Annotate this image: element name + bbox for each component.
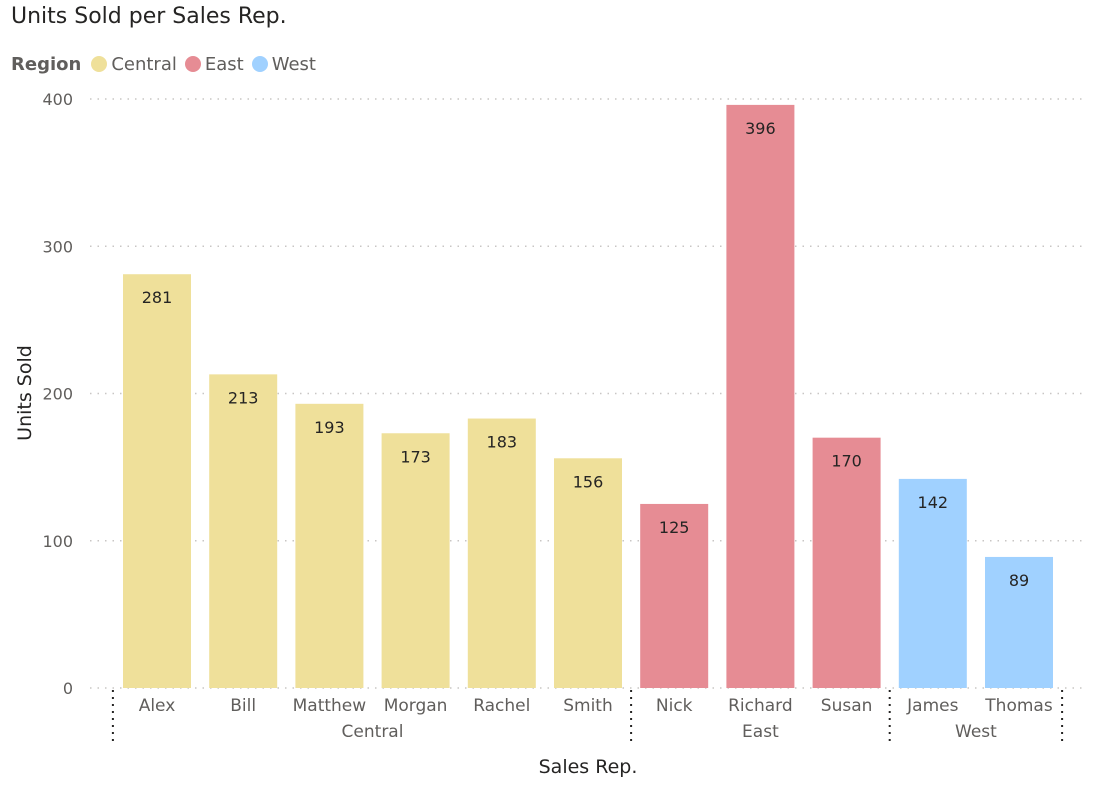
legend-item-east[interactable]: East [184, 53, 244, 75]
bar-susan[interactable] [812, 437, 881, 688]
bar-james[interactable] [898, 478, 967, 688]
data-label-james: 142 [918, 493, 949, 512]
bar-rachel[interactable] [467, 418, 536, 688]
y-tick-label-200: 200 [42, 385, 73, 404]
bar-smith[interactable] [554, 458, 622, 688]
y-tick-label-300: 300 [42, 237, 73, 256]
x-tick-label-alex: Alex [139, 696, 176, 716]
legend-label-central: Central [111, 53, 177, 75]
x-tick-label-susan: Susan [821, 696, 873, 716]
data-label-susan: 170 [831, 452, 862, 471]
y-tick-label-0: 0 [63, 679, 73, 698]
bar-alex[interactable] [123, 274, 191, 688]
x-tick-label-morgan: Morgan [384, 696, 448, 716]
legend-item-central[interactable]: Central [91, 54, 177, 75]
x-tick-label-thomas: Thomas [984, 696, 1053, 716]
data-label-matthew: 193 [314, 418, 345, 437]
data-label-nick: 125 [659, 518, 690, 537]
bar-matthew[interactable] [295, 403, 364, 688]
x-tick-label-matthew: Matthew [293, 696, 367, 716]
y-axis-title: Units Sold [14, 345, 36, 441]
data-label-smith: 156 [573, 472, 604, 491]
bar-nick[interactable] [640, 503, 709, 688]
y-tick-label-400: 400 [42, 90, 73, 109]
bar-thomas[interactable] [985, 556, 1053, 688]
data-label-rachel: 183 [487, 433, 518, 452]
legend-item-west[interactable]: West [251, 53, 316, 75]
x-axis-title: Sales Rep. [539, 756, 638, 778]
bar-bill[interactable] [209, 374, 278, 688]
chart-title: Units Sold per Sales Rep. [11, 4, 287, 29]
data-label-morgan: 173 [400, 447, 431, 466]
legend-marker-east [184, 56, 201, 72]
x-tick-label-nick: Nick [656, 696, 693, 716]
data-label-bill: 213 [228, 388, 259, 407]
x-tick-label-bill: Bill [230, 696, 256, 716]
legend-label-east: East [204, 53, 244, 75]
legend-marker-central [91, 56, 108, 72]
y-tick-label-100: 100 [42, 532, 73, 551]
x-tick-label-rachel: Rachel [473, 696, 530, 716]
x-tick-label-smith: Smith [563, 696, 613, 716]
legend-label-west: West [271, 53, 316, 75]
legend-marker-west [251, 56, 268, 72]
bar-morgan[interactable] [381, 433, 450, 688]
bar-richard[interactable] [726, 104, 795, 688]
group-label-central: Central [342, 722, 404, 742]
x-tick-label-james: James [906, 696, 958, 716]
group-label-east: East [742, 722, 779, 742]
data-label-thomas: 89 [1009, 571, 1029, 590]
legend-title: Region [11, 53, 82, 75]
data-label-richard: 396 [745, 119, 776, 138]
group-label-west: West [955, 722, 997, 742]
data-label-alex: 281 [142, 288, 173, 307]
legend: Region Central East West [11, 53, 324, 75]
x-tick-label-richard: Richard [728, 696, 793, 716]
